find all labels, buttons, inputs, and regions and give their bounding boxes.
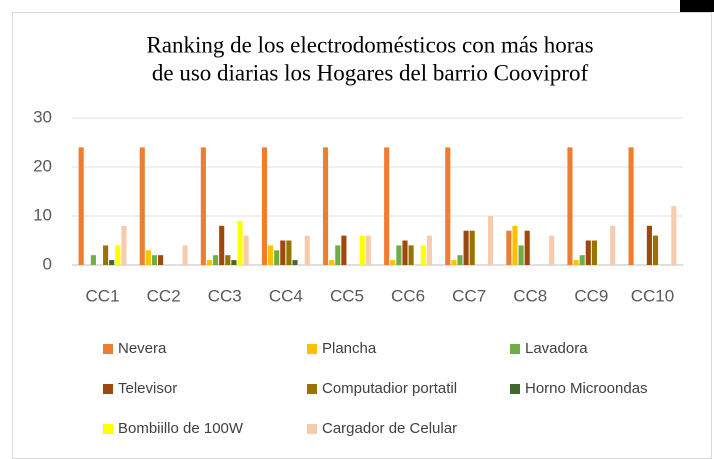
legend-swatch (510, 384, 520, 394)
bar (451, 260, 457, 265)
x-tick-label: CC7 (452, 286, 486, 305)
legend-label: Computadior portatil (322, 380, 457, 397)
legend-label: Bombiillo de 100W (118, 420, 244, 437)
legend-label: Nevera (118, 340, 167, 357)
bar (274, 250, 280, 265)
bar (335, 245, 341, 265)
x-tick-label: CC3 (208, 286, 242, 305)
bar (646, 225, 652, 265)
bar (420, 245, 426, 265)
x-tick-label: CC5 (330, 286, 364, 305)
bar (384, 147, 390, 265)
bar (567, 147, 573, 265)
bar (139, 147, 145, 265)
x-tick-label: CC10 (631, 286, 674, 305)
bar (304, 235, 310, 265)
bar (469, 230, 475, 265)
legend-label: Plancha (322, 340, 377, 357)
bar (103, 245, 109, 265)
y-tick-label: 20 (33, 156, 52, 175)
bar (182, 245, 188, 265)
bar (206, 260, 213, 265)
bar (506, 230, 512, 265)
legend-label: Lavadora (525, 340, 588, 357)
x-tick-label: CC9 (574, 286, 608, 305)
legend-swatch (510, 344, 520, 354)
bar (512, 225, 518, 265)
bar (237, 220, 243, 265)
legend-label: Horno Microondas (525, 380, 648, 397)
bar (121, 225, 127, 265)
legend-label: Cargador de Celular (322, 420, 457, 437)
legend-label: Televisor (118, 380, 177, 397)
bar (585, 240, 591, 265)
corner-block (680, 0, 714, 12)
y-tick-label: 30 (33, 107, 52, 126)
bar (219, 225, 225, 265)
bar (292, 260, 298, 265)
bar (323, 147, 329, 265)
bar (145, 250, 151, 265)
bar (524, 230, 530, 265)
bar (341, 235, 347, 265)
bar (90, 255, 96, 265)
bar (213, 255, 219, 265)
bar (329, 260, 335, 265)
bar (463, 230, 469, 265)
bar (390, 260, 396, 265)
bar (359, 235, 365, 265)
x-tick-label: CC8 (513, 286, 547, 305)
legend-swatch (307, 424, 317, 434)
bar (610, 225, 616, 265)
bar (158, 255, 164, 265)
bar (396, 245, 402, 265)
legend-swatch (103, 424, 113, 434)
bar (426, 235, 432, 265)
x-tick-label: CC4 (269, 286, 303, 305)
bar (78, 147, 84, 265)
bar (445, 147, 451, 265)
bar (200, 147, 206, 265)
bar (579, 255, 585, 265)
y-tick-label: 0 (43, 254, 52, 273)
bar (280, 240, 286, 265)
bar (402, 240, 408, 265)
bar (109, 260, 115, 265)
bar (671, 206, 677, 265)
bar (628, 147, 634, 265)
bar (231, 260, 237, 265)
y-tick-label: 10 (33, 205, 52, 224)
legend-swatch (307, 384, 317, 394)
bar (591, 240, 597, 265)
bar (243, 235, 249, 265)
chart-title: Ranking de los electrodomésticos con más… (146, 32, 593, 57)
bar (573, 260, 579, 265)
bar (487, 216, 494, 265)
bar (151, 255, 158, 265)
legend-swatch (103, 344, 113, 354)
x-tick-label: CC1 (86, 286, 120, 305)
bar (225, 255, 231, 265)
bar (652, 235, 659, 265)
legend-swatch (103, 384, 113, 394)
bar (286, 240, 292, 265)
bar (365, 235, 371, 265)
chart-title: de uso diarias los Hogares del barrio Co… (152, 60, 589, 85)
bar (261, 147, 268, 265)
x-tick-label: CC6 (391, 286, 425, 305)
bar (549, 235, 555, 265)
bar (268, 245, 274, 265)
bar (408, 245, 414, 265)
bar (115, 245, 121, 265)
legend-swatch (307, 344, 317, 354)
bar (518, 245, 524, 265)
x-tick-label: CC2 (147, 286, 181, 305)
bar (457, 255, 463, 265)
